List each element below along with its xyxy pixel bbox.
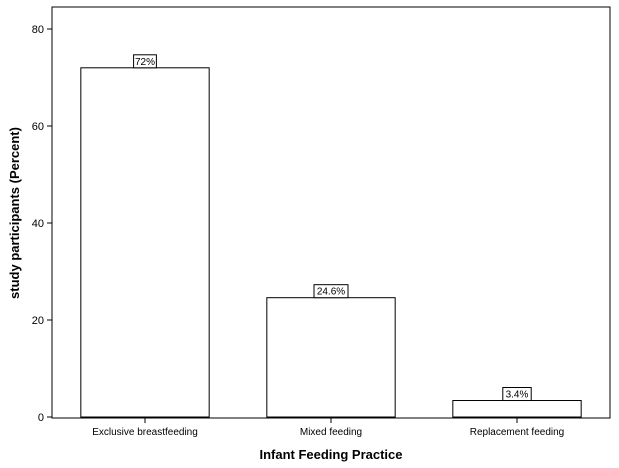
y-tick-label: 80 — [32, 24, 44, 36]
x-tick-label: Mixed feeding — [300, 427, 362, 438]
y-tick-label: 0 — [38, 412, 44, 424]
y-axis-title: study participants (Percent) — [7, 127, 22, 299]
data-label: 3.4% — [506, 390, 529, 401]
bar — [80, 67, 210, 418]
x-axis-title: Infant Feeding Practice — [259, 447, 402, 462]
y-axis: 0 20 40 60 80 — [32, 24, 52, 424]
data-label-box — [502, 387, 532, 402]
bar — [266, 297, 396, 418]
x-axis: Exclusive breastfeeding Mixed feeding Repl… — [92, 418, 564, 438]
y-tick-label: 20 — [32, 315, 44, 327]
y-tick-label: 40 — [32, 218, 44, 230]
data-label-box — [133, 54, 157, 69]
bar — [452, 400, 582, 418]
data-label-box — [313, 284, 349, 299]
bars: 72% 24.6% 3.4% — [80, 54, 582, 418]
y-tick-label: 60 — [32, 121, 44, 133]
data-label: 24.6% — [317, 287, 345, 298]
data-label: 72% — [135, 57, 155, 68]
x-tick-label: Replacement feeding — [470, 427, 565, 438]
x-tick-label: Exclusive breastfeeding — [92, 427, 198, 438]
